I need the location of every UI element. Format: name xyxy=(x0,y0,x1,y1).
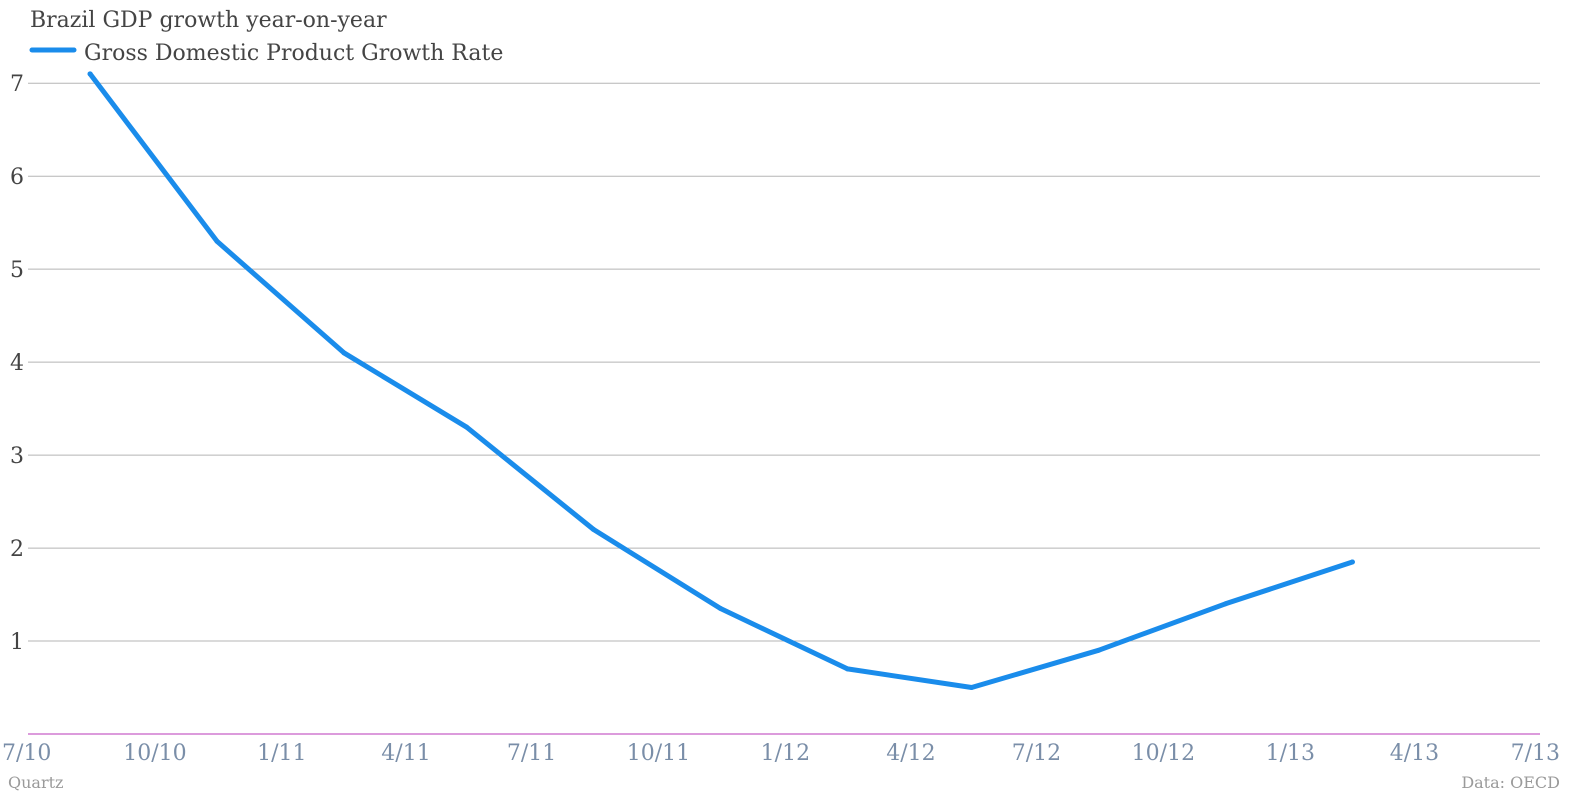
data-point xyxy=(1222,601,1228,607)
x-tick-label: 7/12 xyxy=(1012,741,1061,766)
chart-title: Brazil GDP growth year-on-year xyxy=(30,8,387,33)
data-point xyxy=(969,685,975,691)
data-point xyxy=(341,350,347,356)
series-group xyxy=(87,71,1355,691)
x-tick-label: 7/11 xyxy=(507,741,556,766)
y-tick-label: 6 xyxy=(10,165,24,190)
x-tick-label: 4/13 xyxy=(1390,741,1439,766)
x-tick-label: 4/11 xyxy=(381,741,430,766)
y-tick-label: 4 xyxy=(10,351,24,376)
y-tick-label: 5 xyxy=(10,258,24,283)
data-point xyxy=(844,666,850,672)
x-axis-ticks: 7/10 10/10 1/11 4/11 7/11 10/11 1/12 4/12 7/12 10… xyxy=(2,741,1560,766)
x-tick-label: 10/11 xyxy=(627,741,690,766)
x-tick-label: 7/10 xyxy=(2,741,51,766)
y-tick-label: 3 xyxy=(10,444,24,469)
data-point xyxy=(87,71,93,77)
data-point xyxy=(591,526,597,532)
x-tick-label: 1/11 xyxy=(257,741,306,766)
credit-source-left: Quartz xyxy=(8,773,63,792)
y-tick-label: 7 xyxy=(10,72,24,97)
legend: Gross Domestic Product Growth Rate xyxy=(29,41,503,66)
credit-data-right: Data: OECD xyxy=(1461,773,1560,792)
data-point xyxy=(718,605,724,611)
data-point xyxy=(1349,559,1355,565)
gridlines xyxy=(28,82,1540,642)
data-point xyxy=(464,424,470,430)
data-point xyxy=(1096,647,1102,653)
x-tick-label: 4/12 xyxy=(886,741,935,766)
series-line xyxy=(87,71,1355,690)
x-tick-label: 1/12 xyxy=(761,741,810,766)
y-tick-label: 2 xyxy=(10,537,24,562)
legend-label: Gross Domestic Product Growth Rate xyxy=(84,41,503,66)
y-tick-label: 1 xyxy=(10,630,24,655)
y-axis-ticks: 1 2 3 4 5 6 7 xyxy=(10,72,24,655)
x-tick-label: 7/13 xyxy=(1511,741,1560,766)
x-tick-label: 10/12 xyxy=(1132,741,1195,766)
x-tick-label: 1/13 xyxy=(1266,741,1315,766)
data-point xyxy=(214,238,220,244)
x-tick-label: 10/10 xyxy=(123,741,186,766)
